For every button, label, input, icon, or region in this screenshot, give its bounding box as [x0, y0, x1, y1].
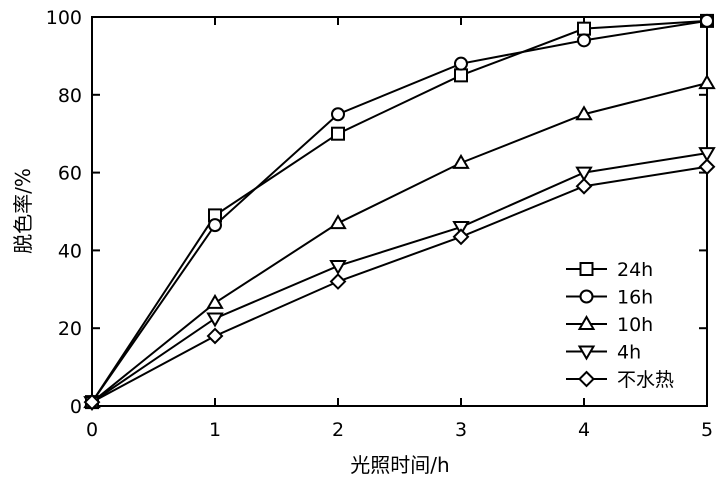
- series-4: [83, 158, 716, 411]
- data-point: [452, 228, 470, 246]
- legend-item: 4h: [566, 342, 641, 364]
- data-point: [577, 21, 591, 36]
- y-tick-label: 0: [70, 396, 82, 418]
- legend-label: 4h: [617, 342, 641, 364]
- y-tick-label: 40: [58, 240, 82, 262]
- data-point: [329, 273, 347, 290]
- data-point: [329, 214, 347, 230]
- x-axis-title: 光照时间/h: [350, 453, 449, 477]
- legend-label: 24h: [617, 259, 653, 281]
- data-point: [454, 68, 468, 83]
- legend-item: 10h: [566, 314, 653, 336]
- legend-label: 10h: [617, 314, 653, 336]
- legend-marker: [578, 370, 595, 388]
- legend-item: 24h: [566, 259, 653, 281]
- series-line: [91, 152, 708, 403]
- data-point: [454, 56, 468, 71]
- x-tick-label: 0: [86, 419, 98, 441]
- x-tick-label: 2: [332, 419, 344, 441]
- x-tick-label: 4: [578, 419, 590, 441]
- series-line: [91, 19, 708, 403]
- y-tick-label: 60: [58, 163, 82, 185]
- data-point: [698, 158, 716, 176]
- y-axis-title: 脱色率/%: [11, 168, 35, 254]
- x-tick-label: 1: [209, 419, 221, 441]
- y-tick-label: 80: [58, 85, 82, 107]
- plot-frame: [91, 16, 708, 407]
- legend: 24h 16h 10h 4h 不水热: [566, 259, 674, 391]
- data-point: [331, 126, 345, 141]
- x-tick-label: 3: [455, 419, 467, 441]
- data-point: [698, 147, 716, 163]
- data-point: [700, 13, 714, 28]
- legend-label: 不水热: [617, 369, 674, 391]
- data-point: [452, 221, 470, 237]
- data-point: [83, 393, 101, 411]
- legend-marker: [577, 345, 596, 361]
- data-point: [206, 327, 224, 345]
- axis-tick-labels: 0 1 2 3 4 5 0 20 40 60 80 100: [46, 7, 713, 441]
- data-point: [698, 74, 716, 90]
- axis-ticks: [92, 17, 707, 406]
- data-point: [575, 166, 593, 182]
- legend-marker: [577, 315, 596, 330]
- data-point: [452, 153, 470, 169]
- data-point: [329, 259, 347, 275]
- legend-label: 16h: [617, 287, 653, 309]
- data-point: [575, 105, 593, 121]
- y-tick-label: 20: [58, 318, 82, 340]
- data-point: [577, 33, 591, 48]
- data-point: [208, 218, 222, 233]
- legend-item: 不水热: [566, 369, 674, 391]
- series-layer: [83, 13, 716, 412]
- series-line: [91, 82, 708, 403]
- series-line: [91, 19, 708, 403]
- data-point: [206, 293, 224, 309]
- legend-item: 16h: [566, 287, 653, 309]
- data-point: [206, 312, 224, 328]
- data-point: [575, 177, 593, 195]
- legend-marker: [579, 289, 594, 304]
- x-tick-label: 5: [701, 419, 713, 441]
- data-point: [331, 107, 345, 122]
- y-tick-label: 100: [46, 7, 82, 29]
- series-line: [91, 165, 708, 403]
- legend-marker: [579, 262, 594, 276]
